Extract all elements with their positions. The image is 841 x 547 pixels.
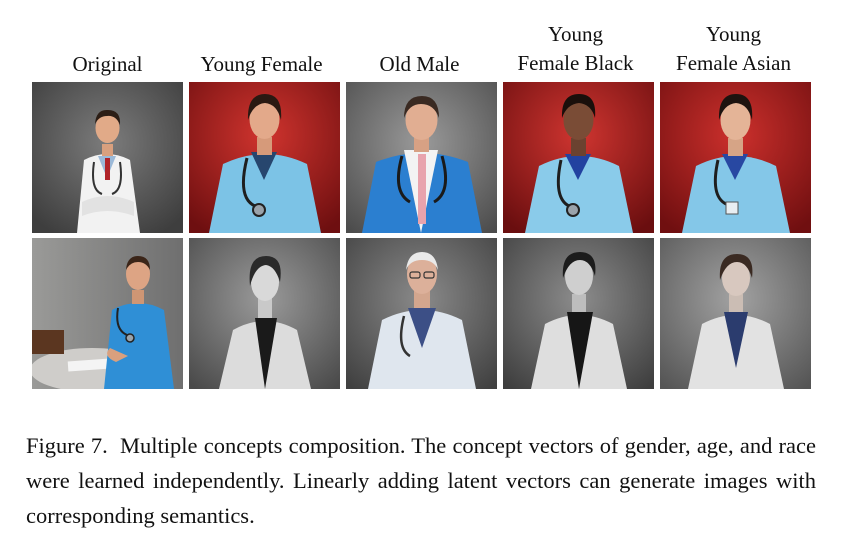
image-young-female-asian-row1 bbox=[660, 82, 811, 233]
image-young-female-black-row2 bbox=[503, 238, 654, 389]
column-header-young-female: Young Female bbox=[200, 52, 323, 76]
image-young-female-row2 bbox=[189, 238, 340, 389]
figure-caption: Figure 7. Multiple concepts composition.… bbox=[26, 428, 816, 533]
image-original-row1 bbox=[32, 82, 183, 233]
image-young-female-asian-row2 bbox=[660, 238, 811, 389]
column-header-old-male: Old Male bbox=[379, 52, 460, 76]
caption-text: Multiple concepts composition. The conce… bbox=[26, 433, 816, 528]
image-old-male-row1 bbox=[346, 82, 497, 233]
figure-label: Figure 7. bbox=[26, 433, 108, 458]
column-header-young-female-asian: Young Female Asian bbox=[676, 22, 791, 75]
image-young-female-black-row1 bbox=[503, 82, 654, 233]
image-original-row2 bbox=[32, 238, 183, 389]
column-header-original: Original bbox=[72, 52, 143, 76]
image-old-male-row2 bbox=[346, 238, 497, 389]
column-header-young-female-black: Young Female Black bbox=[517, 22, 634, 75]
image-young-female-row1 bbox=[189, 82, 340, 233]
